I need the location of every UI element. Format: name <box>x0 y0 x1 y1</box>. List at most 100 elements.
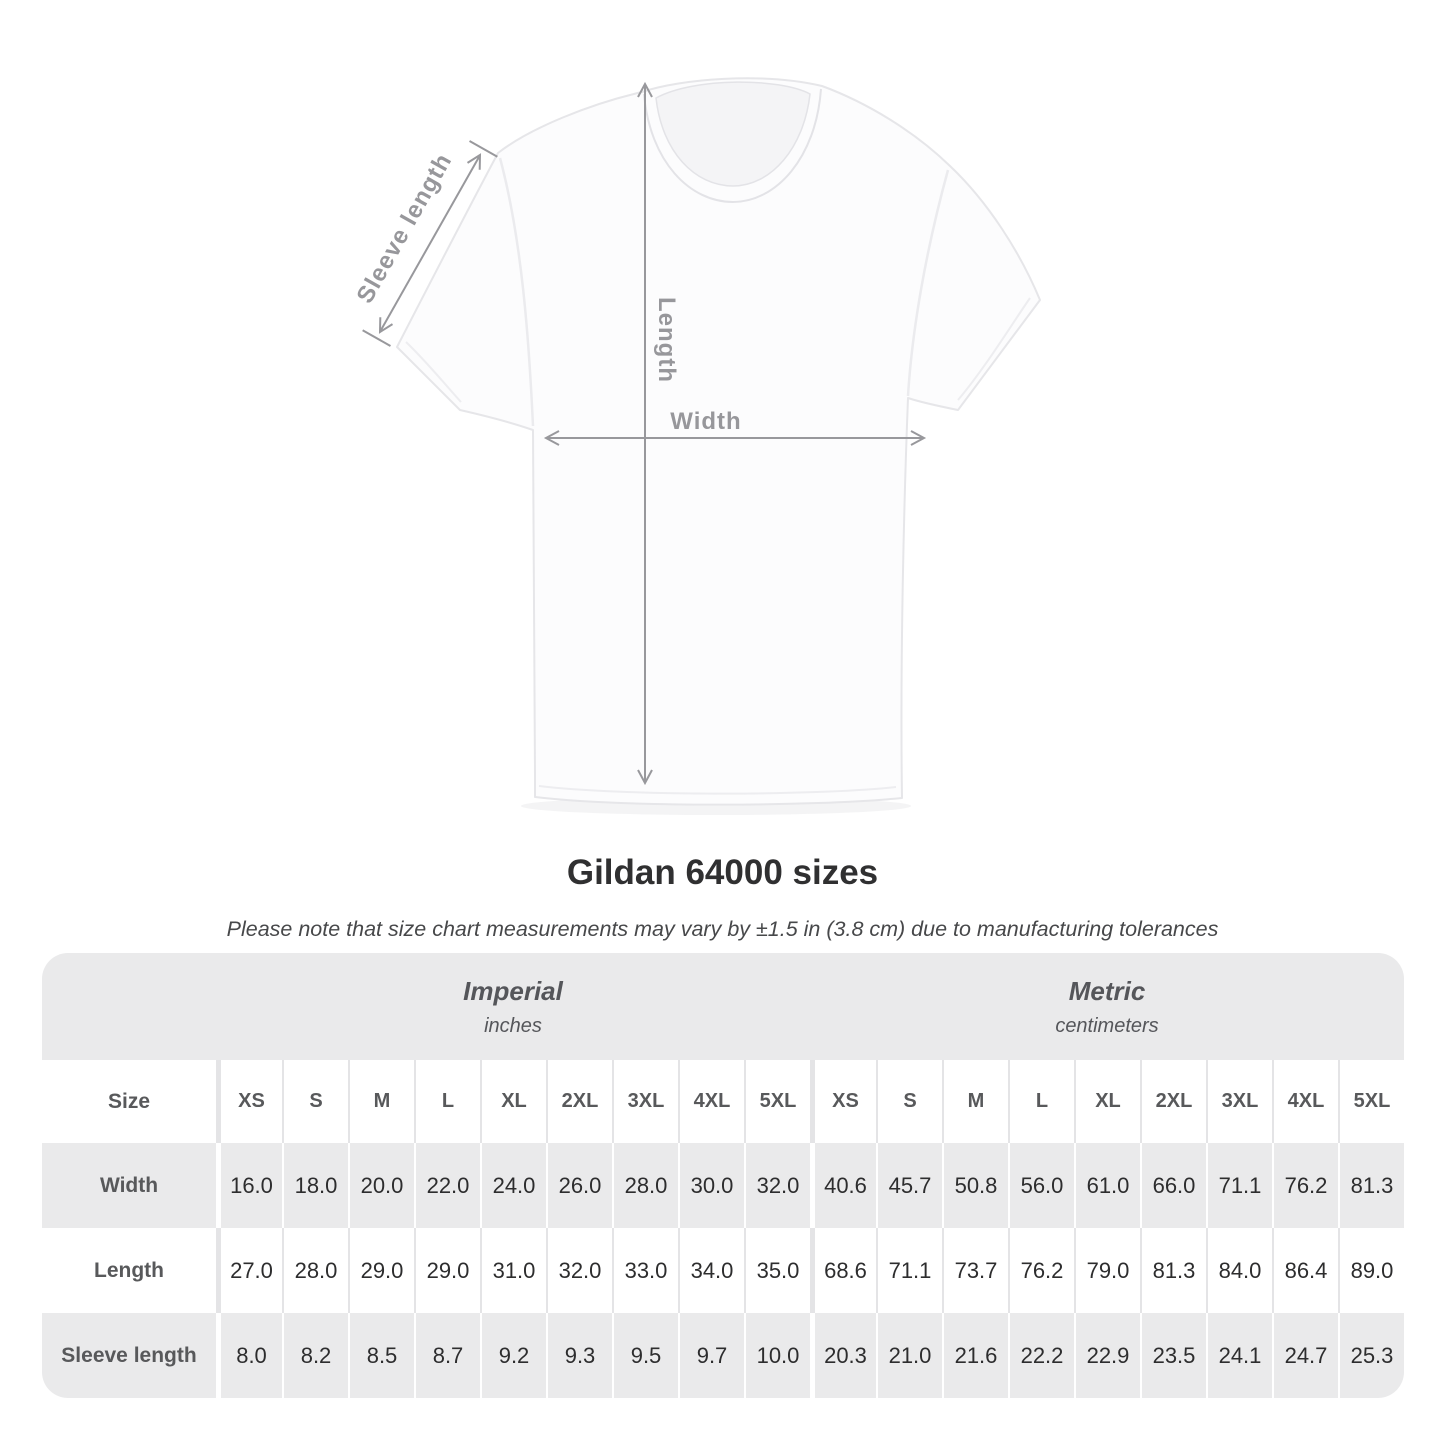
length-arrow <box>637 81 653 786</box>
cell: 9.2 <box>480 1313 546 1398</box>
collar-opening <box>655 81 811 187</box>
cell: 28.0 <box>612 1143 678 1228</box>
cell: 24.7 <box>1272 1313 1338 1398</box>
cell: 81.3 <box>1140 1228 1206 1313</box>
cell: 8.7 <box>414 1313 480 1398</box>
size-col: 3XL <box>1206 1060 1272 1143</box>
cell: 84.0 <box>1206 1228 1272 1313</box>
cell: 32.0 <box>546 1228 612 1313</box>
cell: 29.0 <box>348 1228 414 1313</box>
measurement-arrows <box>362 81 927 786</box>
right-cuff-stitch <box>957 297 1031 401</box>
cell: 45.7 <box>876 1143 942 1228</box>
imperial-label: Imperial <box>463 975 563 1006</box>
cell: 28.0 <box>282 1228 348 1313</box>
size-col: 5XL <box>1338 1060 1404 1143</box>
cell: 20.0 <box>348 1143 414 1228</box>
size-col: 3XL <box>612 1060 678 1143</box>
cell: 10.0 <box>744 1313 810 1398</box>
page-title: Gildan 64000 sizes <box>566 853 879 892</box>
cell: 24.0 <box>480 1143 546 1228</box>
cell: 81.3 <box>1338 1143 1404 1228</box>
cell: 9.7 <box>678 1313 744 1398</box>
cell: 71.1 <box>1206 1143 1272 1228</box>
collar-outer-seam <box>643 88 822 204</box>
cell: 21.0 <box>876 1313 942 1398</box>
cell: 31.0 <box>480 1228 546 1313</box>
size-col: XS <box>216 1060 282 1143</box>
right-armhole-seam <box>906 169 950 397</box>
cell: 30.0 <box>678 1143 744 1228</box>
cell: 8.0 <box>216 1313 282 1398</box>
row-label: Length <box>42 1228 216 1313</box>
cell: 86.4 <box>1272 1228 1338 1313</box>
cell: 23.5 <box>1140 1313 1206 1398</box>
cell: 33.0 <box>612 1228 678 1313</box>
metric-section-header: Metric centimeters <box>810 976 1404 1038</box>
cell: 9.5 <box>612 1313 678 1398</box>
size-col: 2XL <box>546 1060 612 1143</box>
bottom-hem-stitch <box>538 785 897 795</box>
cell: 61.0 <box>1074 1143 1140 1228</box>
cell: 8.5 <box>348 1313 414 1398</box>
cell: 68.6 <box>810 1228 876 1313</box>
left-cuff-stitch <box>405 341 462 403</box>
cell: 79.0 <box>1074 1228 1140 1313</box>
size-chart-table: Imperial inches Metric centimeters Size … <box>42 953 1404 1398</box>
width-label: Width <box>670 408 741 435</box>
cell: 50.8 <box>942 1143 1008 1228</box>
cell: 9.3 <box>546 1313 612 1398</box>
size-col: 5XL <box>744 1060 810 1143</box>
size-col: M <box>348 1060 414 1143</box>
cell: 26.0 <box>546 1143 612 1228</box>
cell: 66.0 <box>1140 1143 1206 1228</box>
size-col: S <box>282 1060 348 1143</box>
size-col: L <box>1008 1060 1074 1143</box>
cell: 76.2 <box>1008 1228 1074 1313</box>
cell: 22.9 <box>1074 1313 1140 1398</box>
cell: 35.0 <box>744 1228 810 1313</box>
cell: 22.2 <box>1008 1313 1074 1398</box>
cell: 56.0 <box>1008 1143 1074 1228</box>
cell: 16.0 <box>216 1143 282 1228</box>
cell: 32.0 <box>744 1143 810 1228</box>
cell: 18.0 <box>282 1143 348 1228</box>
metric-unit: centimeters <box>1055 1014 1159 1037</box>
size-col: 2XL <box>1140 1060 1206 1143</box>
row-label: Width <box>42 1143 216 1228</box>
size-col: L <box>414 1060 480 1143</box>
metric-label: Metric <box>1068 975 1146 1006</box>
size-col: XS <box>810 1060 876 1143</box>
cell: 29.0 <box>414 1228 480 1313</box>
size-col: XL <box>1074 1060 1140 1143</box>
width-arrow <box>543 430 927 446</box>
cell: 34.0 <box>678 1228 744 1313</box>
size-col: 4XL <box>678 1060 744 1143</box>
shirt-body <box>396 77 1041 806</box>
cell: 24.1 <box>1206 1313 1272 1398</box>
left-armhole-seam <box>498 157 535 427</box>
tolerance-note: Please note that size chart measurements… <box>226 917 1219 941</box>
size-corner-label: Size <box>42 1060 216 1143</box>
units-header-row: Imperial inches Metric centimeters <box>42 953 1404 1060</box>
cell: 21.6 <box>942 1313 1008 1398</box>
cell: 20.3 <box>810 1313 876 1398</box>
cell: 73.7 <box>942 1228 1008 1313</box>
imperial-section-header: Imperial inches <box>216 976 810 1038</box>
size-col: M <box>942 1060 1008 1143</box>
imperial-unit: inches <box>484 1014 542 1037</box>
cell: 8.2 <box>282 1313 348 1398</box>
cell: 89.0 <box>1338 1228 1404 1313</box>
sleeve-length-arrow <box>362 140 498 347</box>
cell: 22.0 <box>414 1143 480 1228</box>
length-label: Length <box>653 297 680 383</box>
size-col: XL <box>480 1060 546 1143</box>
tshirt-size-diagram: Sleeve length Length Width <box>351 77 1041 815</box>
cell: 27.0 <box>216 1228 282 1313</box>
size-col: S <box>876 1060 942 1143</box>
cell: 76.2 <box>1272 1143 1338 1228</box>
row-label: Sleeve length <box>42 1313 216 1398</box>
cell: 40.6 <box>810 1143 876 1228</box>
cell: 71.1 <box>876 1228 942 1313</box>
cell: 25.3 <box>1338 1313 1404 1398</box>
